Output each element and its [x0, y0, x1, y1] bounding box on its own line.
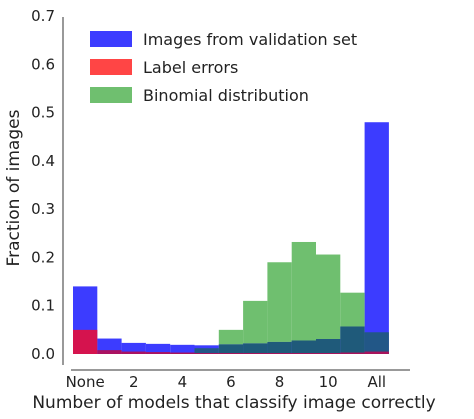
x-tick-label: 4 — [178, 373, 188, 391]
label-error-bar — [364, 351, 389, 354]
y-axis-label: Fraction of images — [4, 109, 24, 266]
binomial-bar — [291, 241, 316, 341]
label-error-bar — [145, 352, 171, 354]
overlap-bar — [267, 341, 292, 354]
validation-bar — [121, 342, 146, 354]
overlap-bar — [218, 344, 244, 354]
x-tick-label: All — [367, 373, 386, 391]
label-error-bar — [291, 353, 316, 354]
legend-swatch — [90, 59, 132, 75]
x-tick-label: 8 — [275, 373, 285, 391]
binomial-bar — [243, 300, 268, 344]
binomial-bar — [316, 254, 341, 340]
legend-label: Binomial distribution — [143, 86, 309, 105]
overlap-bar — [291, 340, 316, 354]
label-error-bar — [121, 351, 146, 354]
y-tick-label: 0.6 — [31, 55, 55, 73]
y-tick-label: 0.4 — [31, 152, 55, 170]
legend: Images from validation set Label errors Bi… — [90, 30, 357, 105]
binomial-bar — [218, 329, 244, 345]
validation-bar — [145, 343, 171, 354]
label-error-bar — [194, 353, 219, 354]
validation-bar — [364, 122, 389, 354]
legend-label: Label errors — [143, 58, 238, 77]
y-tick-label: 0.3 — [31, 200, 55, 218]
legend-swatch — [90, 31, 132, 47]
label-error-bar — [73, 329, 98, 354]
x-tick-label: 10 — [319, 373, 338, 391]
overlap-bar — [316, 339, 341, 354]
validation-bar — [170, 344, 195, 354]
binomial-bar — [194, 348, 219, 354]
y-tick-label: 0.2 — [31, 248, 55, 266]
binomial-bar — [340, 292, 365, 327]
y-tick-labels: 0.0 0.1 0.2 0.3 0.4 0.5 0.6 0.7 — [31, 7, 55, 363]
label-error-bars — [73, 329, 389, 354]
binomial-bars — [170, 241, 389, 354]
label-error-bar — [97, 350, 122, 354]
x-axis-label: Number of models that classify image cor… — [32, 393, 435, 413]
legend-label: Images from validation set — [143, 30, 357, 49]
label-error-bar — [218, 353, 244, 354]
label-error-bar — [340, 352, 365, 354]
overlap-bar — [243, 343, 268, 354]
overlap-bar — [340, 326, 365, 354]
x-tick-label: 6 — [226, 373, 236, 391]
binomial-bar — [267, 262, 292, 342]
y-tick-label: 0.7 — [31, 7, 55, 25]
label-error-bar — [243, 353, 268, 354]
y-tick-label: 0.5 — [31, 104, 55, 122]
x-tick-label: None — [66, 373, 105, 391]
x-tick-labels: None 2 4 6 8 10 All — [66, 373, 386, 391]
x-tick-label: 2 — [129, 373, 139, 391]
y-tick-label: 0.0 — [31, 345, 55, 363]
y-tick-label: 0.1 — [31, 297, 55, 315]
label-error-bar — [170, 352, 195, 354]
legend-swatch — [90, 87, 132, 103]
binomial-bar — [364, 332, 389, 354]
label-error-bar — [267, 353, 292, 354]
label-error-bar — [316, 353, 341, 354]
